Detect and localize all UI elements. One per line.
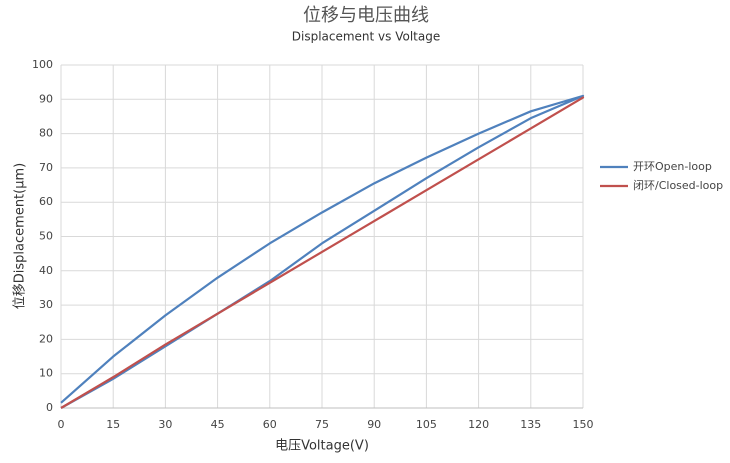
y-tick-label: 90 <box>39 92 53 105</box>
legend-label: 闭环/Closed-loop <box>633 179 723 192</box>
x-axis-title: 电压Voltage(V) <box>275 439 369 454</box>
y-tick-label: 70 <box>39 161 53 174</box>
legend-label: 开环Open-loop <box>633 160 712 173</box>
y-tick-label: 10 <box>39 367 53 380</box>
x-tick-label: 75 <box>315 418 329 431</box>
y-tick-label: 0 <box>46 401 53 414</box>
chart-subtitle: Displacement vs Voltage <box>292 30 441 44</box>
chart-title: 位移与电压曲线 <box>303 5 429 26</box>
x-tick-label: 105 <box>416 418 437 431</box>
y-tick-label: 40 <box>39 264 53 277</box>
x-tick-label: 30 <box>158 418 172 431</box>
x-tick-label: 150 <box>573 418 594 431</box>
y-tick-label: 20 <box>39 332 53 345</box>
y-tick-label: 100 <box>32 58 53 71</box>
y-tick-label: 50 <box>39 230 53 243</box>
y-tick-label: 80 <box>39 127 53 140</box>
x-tick-label: 135 <box>520 418 541 431</box>
y-tick-label: 60 <box>39 195 53 208</box>
y-tick-label: 30 <box>39 298 53 311</box>
x-tick-label: 120 <box>468 418 489 431</box>
x-tick-label: 60 <box>263 418 277 431</box>
x-tick-label: 45 <box>211 418 225 431</box>
series-line <box>60 96 585 409</box>
y-axis-title: 位移Displacement(μm) <box>13 163 28 309</box>
x-tick-label: 0 <box>58 418 65 431</box>
x-tick-label: 15 <box>106 418 120 431</box>
x-tick-label: 90 <box>367 418 381 431</box>
